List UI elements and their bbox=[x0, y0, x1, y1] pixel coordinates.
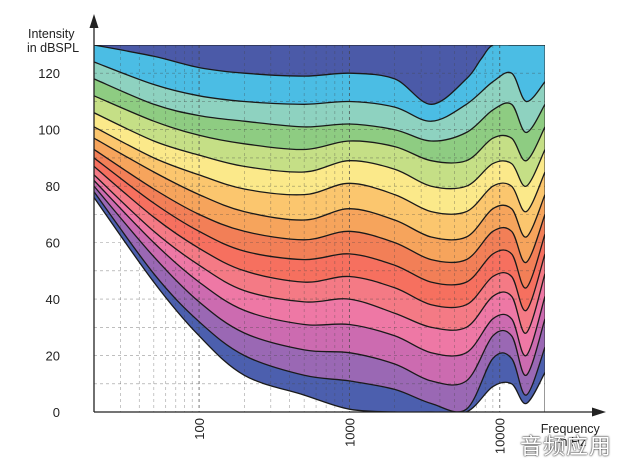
x-tick-label: 10000 bbox=[493, 418, 508, 454]
loudness-contour bbox=[94, 185, 545, 386]
loudness-band bbox=[94, 166, 545, 334]
y-tick-label: 80 bbox=[46, 179, 60, 194]
loudness-band bbox=[94, 180, 545, 386]
loudness-contour bbox=[94, 157, 545, 289]
loudness-band bbox=[94, 174, 545, 356]
loudness-contour bbox=[94, 180, 545, 357]
x-tick-label: 1000 bbox=[342, 418, 357, 447]
y-axis-arrow bbox=[89, 14, 99, 28]
x-tick-label: 100 bbox=[192, 418, 207, 440]
loudness-contour bbox=[94, 191, 545, 412]
loudness-contour bbox=[94, 174, 545, 334]
x-axis-title-line-2: in Hz bbox=[558, 435, 586, 449]
x-axis-title: Frequency in Hz bbox=[541, 422, 604, 449]
y-tick-label: 20 bbox=[46, 349, 60, 364]
x-axis-arrow bbox=[592, 407, 606, 417]
loudness-band bbox=[94, 157, 545, 311]
loudness-band bbox=[94, 126, 545, 240]
loudness-contour bbox=[94, 112, 545, 190]
y-tick-labels: 0 20 40 60 80 100 120 bbox=[38, 66, 60, 420]
y-tick-label: 100 bbox=[38, 123, 60, 138]
loudness-contours bbox=[94, 45, 545, 412]
band-below-threshold bbox=[94, 197, 545, 412]
axes bbox=[89, 14, 606, 417]
loudness-band bbox=[94, 78, 545, 164]
loudness-contour bbox=[94, 165, 545, 312]
loudness-band bbox=[94, 45, 545, 122]
x-tick-labels: 100 1000 10000 bbox=[192, 418, 508, 454]
loudness-contour bbox=[94, 45, 545, 105]
y-axis-title: Intensity in dBSPL bbox=[27, 27, 79, 55]
loudness-contour bbox=[94, 137, 545, 241]
loudness-band bbox=[94, 112, 545, 215]
y-tick-label: 0 bbox=[53, 405, 60, 420]
y-tick-label: 40 bbox=[46, 292, 60, 307]
y-axis-title-line-1: Intensity bbox=[28, 27, 75, 41]
loudness-contour bbox=[94, 78, 545, 142]
y-axis-title-line-2: in dBSPL bbox=[27, 41, 79, 55]
y-tick-label: 120 bbox=[38, 66, 60, 81]
loudness-band bbox=[94, 95, 545, 189]
loudness-bands bbox=[94, 45, 545, 412]
loudness-contour bbox=[94, 95, 545, 164]
loudness-contour bbox=[94, 148, 545, 264]
x-axis-title-line-1: Frequency bbox=[541, 422, 601, 436]
watermark: 音频应用 bbox=[519, 435, 612, 460]
loudness-contour bbox=[94, 126, 545, 215]
y-tick-label: 60 bbox=[46, 236, 60, 251]
loudness-contour bbox=[94, 61, 545, 122]
loudness-band bbox=[94, 149, 545, 289]
